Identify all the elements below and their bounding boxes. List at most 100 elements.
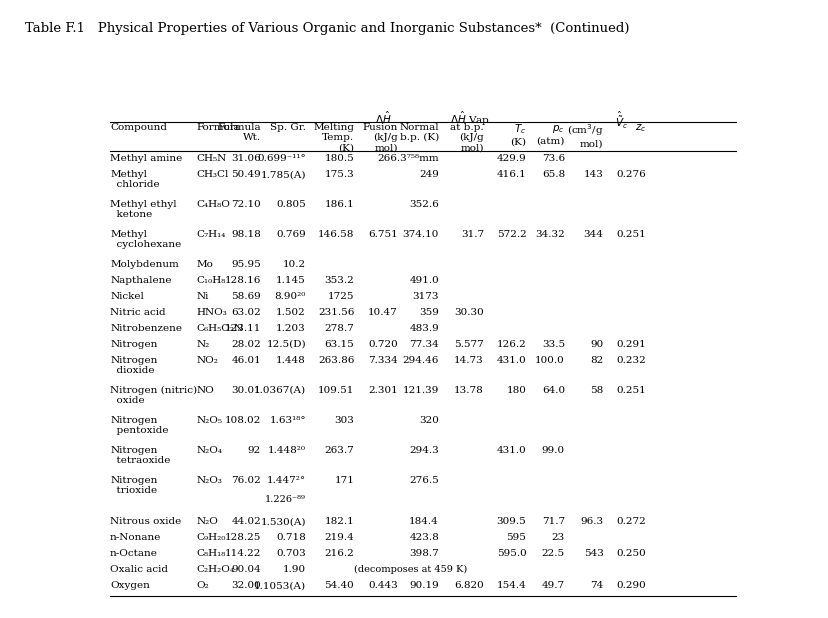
Text: 0.272: 0.272 [616,517,646,527]
Text: 1.502: 1.502 [276,308,306,317]
Text: 146.58: 146.58 [317,230,354,239]
Text: 92: 92 [248,446,261,455]
Text: 0.699⁻¹¹°: 0.699⁻¹¹° [257,154,306,163]
Text: 0.769: 0.769 [276,230,306,239]
Text: 1.63¹⁸°: 1.63¹⁸° [269,415,306,425]
Text: C₁₀H₈: C₁₀H₈ [196,276,226,285]
Text: 23: 23 [551,533,564,543]
Text: 8.90²⁰: 8.90²⁰ [274,292,306,301]
Text: Sp. Gr.: Sp. Gr. [270,123,306,132]
Text: 13.78: 13.78 [454,386,484,395]
Text: 126.2: 126.2 [496,340,526,349]
Text: Normal
b.p. (K): Normal b.p. (K) [399,123,439,142]
Text: Methyl amine: Methyl amine [110,154,182,163]
Text: C₂H₂O₄: C₂H₂O₄ [196,565,234,574]
Text: C₉H₂₀: C₉H₂₀ [196,533,226,543]
Text: 1725: 1725 [327,292,354,301]
Text: 266.3⁷⁵⁸mm: 266.3⁷⁵⁸mm [377,154,439,163]
Text: Methyl
  chloride: Methyl chloride [110,170,160,190]
Text: n-Nonane: n-Nonane [110,533,161,543]
Text: 491.0: 491.0 [409,276,439,285]
Text: 0.251: 0.251 [616,230,646,239]
Text: 109.51: 109.51 [317,386,354,395]
Text: 483.9: 483.9 [409,324,439,332]
Text: Nitrogen
  trioxide: Nitrogen trioxide [110,475,157,495]
Text: 28.02: 28.02 [231,340,261,349]
Text: 1.226⁻⁸⁹: 1.226⁻⁸⁹ [265,495,306,504]
Text: Nitric acid: Nitric acid [110,308,166,317]
Text: 32.00: 32.00 [231,581,261,590]
Text: 95.95: 95.95 [231,260,261,269]
Text: Nitrogen
  tetraoxide: Nitrogen tetraoxide [110,446,171,465]
Text: Nitrogen (nitric)
  oxide: Nitrogen (nitric) oxide [110,386,197,405]
Text: (cm$^3$/g
mol): (cm$^3$/g mol) [566,123,603,149]
Text: 0.250: 0.250 [616,549,646,558]
Text: 31.06: 31.06 [231,154,261,163]
Text: 431.0: 431.0 [496,446,526,455]
Text: 58: 58 [590,386,603,395]
Text: 30.30: 30.30 [454,308,484,317]
Text: 182.1: 182.1 [324,517,354,527]
Text: $p_c$
(atm): $p_c$ (atm) [536,123,564,145]
Text: 303: 303 [334,415,354,425]
Text: 595: 595 [506,533,526,543]
Text: 543: 543 [583,549,603,558]
Text: 22.5: 22.5 [542,549,564,558]
Text: 0.443: 0.443 [368,581,397,590]
Text: 54.40: 54.40 [324,581,354,590]
Text: 180: 180 [506,386,526,395]
Text: $z_c$: $z_c$ [634,123,646,135]
Text: N₂O₄: N₂O₄ [196,446,223,455]
Text: 44.02: 44.02 [231,517,261,527]
Text: CH₅N: CH₅N [196,154,227,163]
Text: 5.577: 5.577 [454,340,484,349]
Text: 123.11: 123.11 [224,324,261,332]
Text: O₂: O₂ [196,581,209,590]
Text: 231.56: 231.56 [317,308,354,317]
Text: 1.530(A): 1.530(A) [260,517,306,527]
Text: Formula: Formula [196,123,240,132]
Text: Nitrogen
  pentoxide: Nitrogen pentoxide [110,415,168,435]
Text: 96.3: 96.3 [580,517,603,527]
Text: 184.4: 184.4 [409,517,439,527]
Text: 0.276: 0.276 [616,170,646,179]
Text: Ni: Ni [196,292,209,301]
Text: $\hat{\tilde{V}}_c$: $\hat{\tilde{V}}_c$ [614,110,628,131]
Text: 10.47: 10.47 [368,308,397,317]
Text: 429.9: 429.9 [496,154,526,163]
Text: 108.02: 108.02 [224,415,261,425]
Text: 359: 359 [419,308,439,317]
Text: 216.2: 216.2 [324,549,354,558]
Text: 0.291: 0.291 [616,340,646,349]
Text: 12.5(D): 12.5(D) [266,340,306,349]
Text: 1.448²⁰: 1.448²⁰ [267,446,306,455]
Text: 0.290: 0.290 [616,581,646,590]
Text: 10.2: 10.2 [282,260,306,269]
Text: 30.01: 30.01 [231,386,261,395]
Text: N₂: N₂ [196,340,209,349]
Text: 294.46: 294.46 [402,355,439,365]
Text: 180.5: 180.5 [324,154,354,163]
Text: 416.1: 416.1 [496,170,526,179]
Text: 34.32: 34.32 [535,230,564,239]
Text: 1.1053(A): 1.1053(A) [253,581,306,590]
Text: $T_c$
(K): $T_c$ (K) [510,123,526,147]
Text: at b.p.
(kJ/g
mol): at b.p. (kJ/g mol) [450,123,484,153]
Text: 6.751: 6.751 [368,230,397,239]
Text: 6.820: 6.820 [454,581,484,590]
Text: 46.01: 46.01 [231,355,261,365]
Text: 90.04: 90.04 [231,565,261,574]
Text: Compound: Compound [110,123,167,132]
Text: 0.805: 0.805 [276,200,306,209]
Text: 49.7: 49.7 [542,581,564,590]
Text: Methyl
  cyclohexane: Methyl cyclohexane [110,230,181,250]
Text: 72.10: 72.10 [231,200,261,209]
Text: N₂O: N₂O [196,517,219,527]
Text: 344: 344 [583,230,603,239]
Text: 294.3: 294.3 [409,446,439,455]
Text: Molybdenum: Molybdenum [110,260,179,269]
Text: 128.25: 128.25 [224,533,261,543]
Text: $\Delta\hat{H}$ Vap.: $\Delta\hat{H}$ Vap. [449,110,492,128]
Text: 1.145: 1.145 [276,276,306,285]
Text: 1.90: 1.90 [282,565,306,574]
